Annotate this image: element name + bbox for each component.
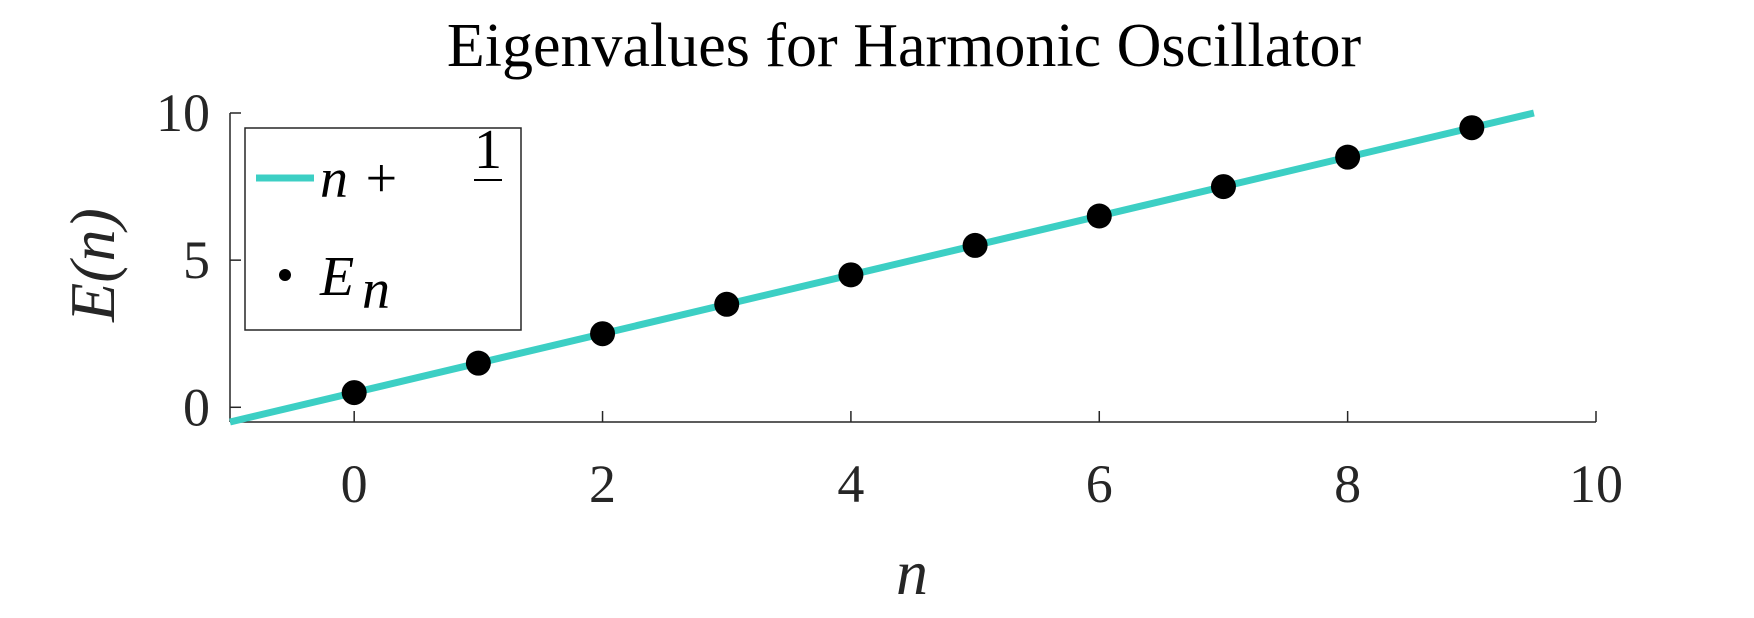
legend-marker-swatch <box>279 269 291 281</box>
series-line <box>229 109 1535 426</box>
x-tick-label: 10 <box>1569 454 1623 514</box>
data-point <box>590 321 616 347</box>
x-tick-label: 8 <box>1334 454 1361 514</box>
y-ticks: 0 5 10 <box>156 83 241 437</box>
data-point <box>1335 144 1361 170</box>
legend-box <box>244 127 522 331</box>
data-point <box>1086 203 1112 229</box>
y-tick-label: 0 <box>183 377 210 437</box>
y-axis-label: E(n) <box>57 208 128 323</box>
data-point <box>1459 115 1485 141</box>
x-tick-label: 2 <box>589 454 616 514</box>
legend: n + 1 E n <box>244 119 522 331</box>
x-axis-label: n <box>896 537 928 608</box>
x-tick-label: 6 <box>1086 454 1113 514</box>
legend-fraction-numerator: 1 <box>474 119 502 181</box>
axes <box>229 113 1596 423</box>
legend-series2-label: E <box>319 246 354 308</box>
x-tick-label: 0 <box>341 454 368 514</box>
x-tick-label: 4 <box>837 454 864 514</box>
y-tick-label: 5 <box>183 230 210 290</box>
data-point <box>962 232 988 258</box>
x-ticks: 0 2 4 6 8 10 <box>341 411 1623 514</box>
y-tick-label: 10 <box>156 83 210 143</box>
chart-title: Eigenvalues for Harmonic Oscillator <box>447 12 1362 80</box>
data-point <box>465 350 491 376</box>
legend-series2-subscript: n <box>362 259 390 321</box>
data-point <box>838 262 864 288</box>
plot-area <box>229 109 1535 426</box>
data-point <box>1210 174 1236 200</box>
legend-series1-label: n + <box>320 148 400 210</box>
data-point <box>341 380 367 406</box>
data-point <box>714 291 740 317</box>
